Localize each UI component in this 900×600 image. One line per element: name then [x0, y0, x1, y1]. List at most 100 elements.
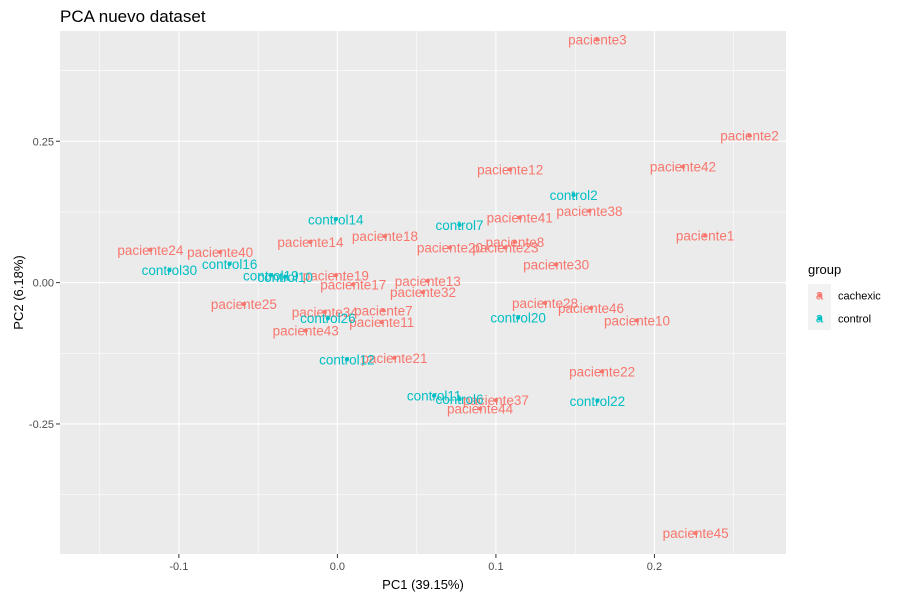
- legend-glyph-cachexic: a: [816, 288, 824, 303]
- cachexic-point: [420, 290, 426, 295]
- cachexic-point: [542, 300, 548, 306]
- cachexic-point: [308, 239, 313, 244]
- cachexic-point-label: paciente38: [556, 204, 622, 219]
- cachexic-point: [600, 369, 605, 374]
- control-point-label: control22: [570, 394, 626, 409]
- cachexic-point: [381, 308, 386, 313]
- cachexic-point-label: paciente2: [720, 129, 779, 144]
- cachexic-point: [680, 164, 686, 169]
- cachexic-point: [517, 215, 522, 220]
- cachexic-point: [447, 245, 453, 250]
- grid-major: [60, 31, 786, 554]
- control-point: [325, 316, 330, 321]
- cachexic-point-label: paciente45: [663, 526, 729, 541]
- y-axis-title: PC2 (6.18%): [11, 255, 26, 329]
- legend-label-control: control: [838, 314, 871, 326]
- control-point-label: control6: [435, 392, 483, 407]
- cachexic-point-label: paciente21: [361, 351, 427, 366]
- cachexic-point-label: paciente32: [390, 285, 456, 300]
- cachexic-point-label: paciente24: [117, 243, 184, 258]
- cachexic-point: [703, 233, 708, 238]
- control-point-label: control16: [202, 257, 258, 272]
- cachexic-point: [382, 234, 388, 239]
- cachexic-point-label: paciente25: [211, 297, 277, 312]
- y-tick-label: -0.25: [29, 419, 54, 431]
- cachexic-point-label: paciente37: [463, 393, 529, 408]
- cachexic-point-label: paciente28: [512, 296, 578, 311]
- cachexic-point: [379, 320, 384, 325]
- cachexic-point-label: paciente8: [486, 235, 545, 250]
- cachexic-point: [595, 37, 600, 42]
- cachexic-point-label: paciente10: [604, 313, 670, 328]
- control-point-label: control19: [243, 268, 299, 283]
- cachexic-point: [508, 167, 513, 172]
- cachexic-point: [218, 249, 223, 255]
- control-point: [227, 261, 232, 267]
- cachexic-point-label: paciente18: [352, 229, 418, 244]
- cachexic-point: [554, 262, 559, 267]
- cachexic-point-label: paciente7: [354, 303, 413, 318]
- cachexic-point: [512, 239, 518, 244]
- cachexic-point-label: paciente3: [568, 32, 627, 47]
- cachexic-point-label: paciente40: [187, 245, 253, 260]
- grid-minor: [60, 31, 786, 554]
- cachexic-point: [693, 530, 698, 536]
- cachexic-point: [587, 208, 592, 213]
- cachexic-point: [303, 328, 308, 333]
- cachexic-point: [503, 245, 508, 250]
- control-point: [457, 222, 462, 228]
- control-point: [457, 396, 462, 402]
- cachexic-point: [322, 309, 327, 315]
- cachexic-point-label: paciente1: [676, 229, 735, 244]
- legend-point-cachexic: [817, 293, 822, 298]
- cachexic-point-label: paciente13: [395, 274, 461, 289]
- data-points: [148, 37, 752, 536]
- x-tick-label: 0.2: [647, 561, 662, 573]
- cachexic-point-label: paciente20: [417, 241, 483, 256]
- x-tick-label: 0.0: [330, 561, 345, 573]
- cachexic-point-label: paciente43: [273, 324, 339, 339]
- x-tick-label: 0.1: [488, 561, 503, 573]
- control-point: [595, 398, 600, 403]
- control-point-label: control11: [407, 389, 462, 404]
- control-point-label: control7: [435, 218, 483, 233]
- control-point-label: control10: [257, 270, 313, 285]
- cachexic-point: [747, 133, 752, 138]
- x-axis-title: PC1 (39.15%): [382, 577, 464, 592]
- cachexic-point: [333, 273, 338, 278]
- control-point-label: control12: [319, 353, 375, 368]
- cachexic-point-label: paciente14: [277, 235, 344, 250]
- cachexic-point-label: paciente12: [477, 163, 543, 178]
- control-point-label: control26: [300, 311, 356, 326]
- y-tick-label: 0.00: [33, 278, 54, 290]
- control-point-label: control2: [550, 188, 598, 203]
- cachexic-point-label: paciente41: [487, 211, 553, 226]
- cachexic-point: [634, 318, 640, 323]
- cachexic-point-label: paciente11: [349, 315, 414, 330]
- cachexic-point: [241, 301, 246, 307]
- cachexic-point: [148, 247, 153, 252]
- cachexic-point-label: paciente17: [320, 277, 386, 292]
- cachexic-point: [493, 398, 499, 403]
- cachexic-point-label: paciente19: [303, 268, 369, 283]
- control-point: [282, 274, 288, 280]
- cachexic-point-label: paciente23: [472, 241, 538, 256]
- control-point: [571, 192, 576, 198]
- x-tick-label: -0.1: [169, 561, 188, 573]
- legend: group a cachexic a control: [808, 262, 881, 330]
- control-point: [344, 357, 350, 362]
- control-point-label: control20: [490, 311, 546, 326]
- cachexic-point: [588, 305, 594, 311]
- control-point: [333, 217, 338, 222]
- data-labels: paciente3 paciente2 paciente42 paciente12 pa…: [117, 32, 779, 541]
- control-point-label: control30: [142, 263, 198, 278]
- cachexic-point-label: paciente46: [558, 301, 624, 316]
- control-point: [167, 268, 172, 273]
- cachexic-point-label: paciente34: [292, 305, 359, 320]
- control-point: [431, 393, 437, 398]
- cachexic-point-label: paciente44: [447, 402, 514, 417]
- legend-label-cachexic: cachexic: [838, 291, 881, 303]
- chart-title: PCA nuevo dataset: [60, 7, 206, 26]
- cachexic-point-label: paciente42: [650, 160, 716, 175]
